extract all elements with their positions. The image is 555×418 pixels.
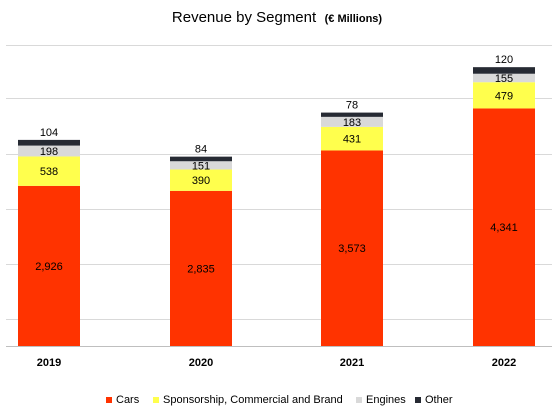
bar-sponsorship-2021 — [321, 126, 383, 151]
data-label-other-2021: 78 — [346, 100, 358, 112]
legend-item-sponsorship: Sponsorship, Commercial and Brand — [153, 394, 343, 406]
bar-engines-2020 — [170, 161, 232, 170]
data-label-other-2022: 120 — [495, 54, 513, 66]
bar-other-2019 — [18, 139, 80, 146]
x-tick-label-2019: 2019 — [37, 357, 61, 369]
data-label-other-2020: 84 — [195, 144, 207, 156]
bar-other-2020 — [170, 156, 232, 162]
bar-cars-2019 — [18, 185, 80, 346]
legend-label: Sponsorship, Commercial and Brand — [163, 394, 343, 406]
data-label-cars-2020: 2,835 — [187, 263, 215, 275]
bar-sponsorship-2019 — [18, 156, 80, 186]
x-tick-label-2022: 2022 — [492, 357, 516, 369]
gridlines — [6, 45, 552, 347]
data-label-cars-2021: 3,573 — [338, 243, 366, 255]
x-tick-label-2020: 2020 — [189, 357, 213, 369]
data-labels: 2,926 538 198 104 2,835 390 151 84 3,573 431 183 78… — [35, 54, 518, 275]
data-label-engines-2021: 183 — [343, 117, 361, 129]
bars — [18, 67, 535, 346]
bar-sponsorship-2020 — [170, 169, 232, 191]
bar-engines-2021 — [321, 116, 383, 127]
bar-engines-2019 — [18, 145, 80, 157]
legend-swatch — [415, 397, 421, 403]
x-axis-ticks: 2019 2020 2021 2022 — [37, 357, 516, 369]
data-label-sponsorship-2020: 390 — [192, 175, 210, 187]
legend-item-other: Other — [415, 394, 453, 406]
legend-label: Other — [425, 394, 453, 406]
bar-sponsorship-2022 — [473, 82, 535, 109]
data-label-sponsorship-2021: 431 — [343, 134, 361, 146]
legend-item-cars: Cars — [106, 394, 140, 406]
legend-swatch — [106, 397, 112, 403]
x-tick-label-2021: 2021 — [340, 357, 364, 369]
data-label-sponsorship-2019: 538 — [40, 166, 58, 178]
bar-other-2021 — [321, 112, 383, 117]
legend-label: Cars — [116, 394, 140, 406]
bar-engines-2022 — [473, 73, 535, 83]
legend-swatch — [356, 397, 362, 403]
bar-cars-2021 — [321, 150, 383, 346]
bar-other-2022 — [473, 67, 535, 74]
data-label-engines-2022: 155 — [495, 73, 513, 85]
data-label-other-2019: 104 — [40, 127, 58, 139]
legend: Cars Sponsorship, Commercial and Brand Eng… — [106, 394, 453, 406]
bar-cars-2022 — [473, 108, 535, 346]
data-label-engines-2019: 198 — [40, 146, 58, 158]
data-label-cars-2019: 2,926 — [35, 261, 63, 273]
chart-title: Revenue by Segment (€ Millions) — [172, 9, 382, 26]
data-label-engines-2020: 151 — [192, 160, 210, 172]
data-label-sponsorship-2022: 479 — [495, 90, 513, 102]
chart-title-unit: (€ Millions) — [325, 13, 383, 25]
legend-item-engines: Engines — [356, 394, 406, 406]
bar-cars-2020 — [170, 190, 232, 346]
legend-label: Engines — [366, 394, 406, 406]
data-label-cars-2022: 4,341 — [490, 222, 518, 234]
legend-swatch — [153, 397, 159, 403]
chart-title-main: Revenue by Segment — [172, 9, 317, 26]
